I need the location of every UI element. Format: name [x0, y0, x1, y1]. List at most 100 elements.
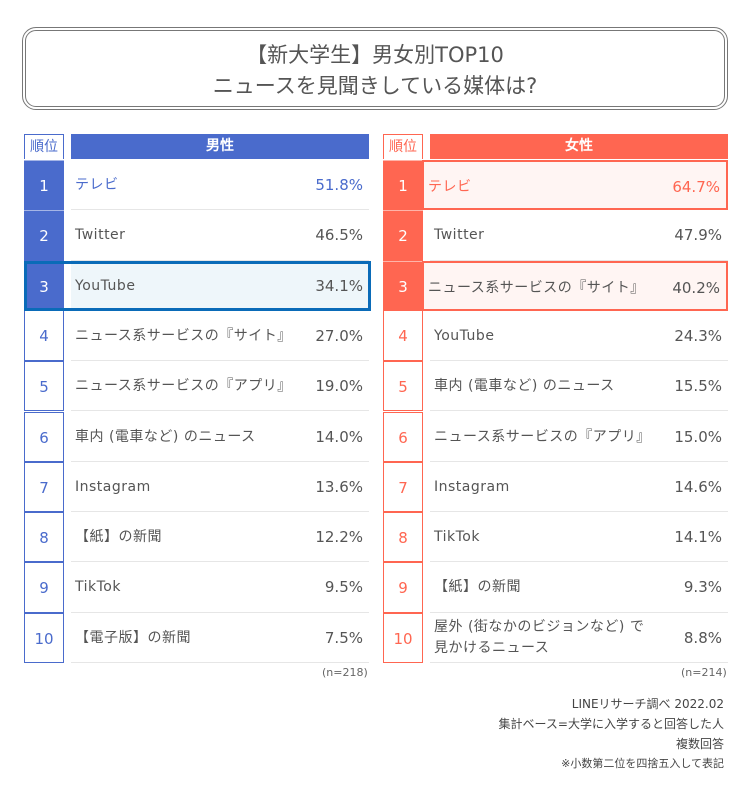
rank-number: 8 [24, 512, 64, 563]
media-name: Twitter [434, 227, 485, 244]
media-name: ニュース系サービスの『サイト』 [75, 327, 292, 344]
media-name: ニュース系サービスの『アプリ』 [75, 378, 292, 395]
media-cell: 【紙】の新聞 9.3% [430, 562, 728, 613]
media-cell: Instagram 14.6% [430, 462, 728, 513]
table-row: 7 Instagram 14.6% [382, 461, 730, 513]
rank-header: 順位 [24, 134, 64, 159]
table-row: 4 YouTube 24.3% [382, 310, 730, 362]
media-name: Instagram [75, 478, 151, 495]
rank-number: 8 [383, 512, 423, 563]
media-cell: YouTube 24.3% [430, 311, 728, 362]
female-sample-size: (n=214) [681, 666, 727, 679]
table-row: 6 ニュース系サービスの『アプリ』 15.0% [382, 411, 730, 462]
table-row: 4 ニュース系サービスの『サイト』 27.0% [23, 310, 371, 362]
media-cell: 車内 (電車など) のニュース 14.0% [71, 412, 369, 462]
media-cell: Twitter 47.9% [430, 210, 728, 261]
media-cell: ニュース系サービスの『アプリ』 19.0% [71, 361, 369, 412]
rank-number: 7 [24, 461, 64, 513]
media-name: Instagram [434, 478, 510, 495]
media-cell: TikTok 14.1% [430, 512, 728, 563]
table-row: 5 車内 (電車など) のニュース 15.5% [382, 361, 730, 412]
percentage-value: 9.3% [683, 578, 722, 597]
percentage-value: 8.8% [683, 628, 722, 647]
footer-base: 集計ベース=大学に入学すると回答した人 [498, 717, 724, 731]
percentage-value: 51.8% [315, 176, 363, 194]
rank-number: 1 [24, 160, 64, 211]
male-header: 男性 [71, 134, 369, 159]
title-line1: 【新大学生】男女別TOP10 [246, 43, 504, 67]
media-cell: YouTube 34.1% [71, 260, 369, 311]
media-name: テレビ [428, 179, 472, 195]
table-row: 1 テレビ 51.8% [23, 160, 371, 211]
media-name: YouTube [75, 277, 136, 294]
media-cell: 屋外 (街なかのビジョンなど) で 見かけるニュース 8.8% [430, 613, 728, 663]
table-row: 6 車内 (電車など) のニュース 14.0% [23, 411, 371, 462]
rank-number: 2 [24, 210, 64, 261]
table-row: 2 Twitter 47.9% [382, 210, 730, 261]
media-cell: TikTok 9.5% [71, 562, 369, 613]
media-name: 【紙】の新聞 [75, 529, 162, 546]
percentage-value: 34.1% [315, 276, 363, 295]
rank-number: 10 [24, 612, 64, 663]
footer-rounding: ※小数第二位を四捨五入して表記 [561, 757, 724, 770]
table-row: 7 Instagram 13.6% [23, 461, 371, 513]
media-name: テレビ [75, 177, 119, 193]
rank-number: 1 [383, 160, 423, 211]
media-cell: Instagram 13.6% [71, 462, 369, 513]
media-name: YouTube [434, 327, 495, 344]
media-cell: テレビ 64.7% [422, 160, 728, 211]
table-row: 8 【紙】の新聞 12.2% [23, 512, 371, 563]
footer-multiple: 複数回答 [675, 737, 724, 751]
media-name: 車内 (電車など) のニュース [434, 378, 615, 395]
media-cell: ニュース系サービスの『サイト』 27.0% [71, 311, 369, 362]
rank-number: 7 [383, 461, 423, 513]
media-name: 車内 (電車など) のニュース [75, 428, 256, 445]
media-name: 【電子版】の新聞 [75, 629, 191, 646]
rank-number: 4 [383, 310, 423, 362]
percentage-value: 64.7% [672, 178, 720, 196]
percentage-value: 7.5% [324, 628, 363, 647]
table-row: 10 屋外 (街なかのビジョンなど) で 見かけるニュース 8.8% [382, 612, 730, 663]
percentage-value: 24.3% [674, 326, 722, 345]
table-row: 3 YouTube 34.1% [23, 260, 371, 311]
rank-number: 3 [24, 260, 64, 311]
media-name: TikTok [434, 529, 480, 546]
footer-notes: LINEリサーチ調べ 2022.02 集計ベース=大学に入学すると回答した人 複… [499, 694, 724, 774]
media-name: 【紙】の新聞 [434, 579, 521, 596]
rank-number: 9 [383, 562, 423, 613]
table-row: 9 TikTok 9.5% [23, 562, 371, 613]
rank-number: 6 [24, 411, 64, 462]
rank-header: 順位 [383, 134, 423, 159]
media-name: TikTok [75, 579, 121, 596]
percentage-value: 14.0% [315, 427, 363, 446]
male-sample-size: (n=218) [322, 666, 368, 679]
percentage-value: 15.0% [674, 427, 722, 446]
media-cell: 【電子版】の新聞 7.5% [71, 613, 369, 663]
percentage-value: 27.0% [315, 326, 363, 345]
female-header: 女性 [430, 134, 728, 159]
media-cell: Twitter 46.5% [71, 210, 369, 261]
percentage-value: 19.0% [315, 377, 363, 396]
percentage-value: 12.2% [315, 528, 363, 547]
rank-number: 9 [24, 562, 64, 613]
media-cell: 【紙】の新聞 12.2% [71, 512, 369, 563]
rank-number: 6 [383, 411, 423, 462]
percentage-value: 40.2% [672, 278, 720, 297]
media-name: ニュース系サービスの『サイト』 [428, 279, 645, 296]
table-row: 8 TikTok 14.1% [382, 512, 730, 563]
percentage-value: 46.5% [315, 226, 363, 245]
table-row: 10 【電子版】の新聞 7.5% [23, 612, 371, 663]
table-row: 2 Twitter 46.5% [23, 210, 371, 261]
percentage-value: 15.5% [674, 377, 722, 396]
media-name: 屋外 (街なかのビジョンなど) で 見かけるニュース [434, 618, 645, 656]
title-line2: ニュースを見聞きしている媒体は? [212, 74, 538, 98]
rank-number: 5 [383, 361, 423, 412]
percentage-value: 14.1% [674, 528, 722, 547]
percentage-value: 14.6% [674, 477, 722, 496]
percentage-value: 47.9% [674, 226, 722, 245]
rank-number: 5 [24, 361, 64, 412]
rank-number: 3 [383, 260, 423, 311]
table-row: 5 ニュース系サービスの『アプリ』 19.0% [23, 361, 371, 412]
highlight-frame [24, 260, 371, 311]
footer-source: LINEリサーチ調べ 2022.02 [571, 697, 724, 711]
